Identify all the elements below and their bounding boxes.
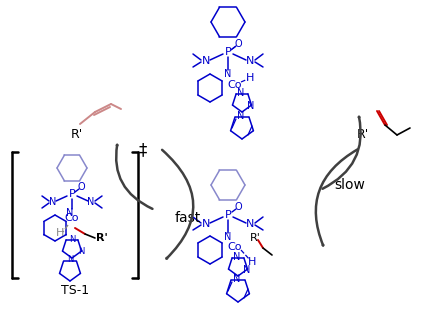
Text: TS-1: TS-1 [61, 283, 89, 297]
Text: P: P [225, 210, 231, 220]
Text: N: N [202, 219, 210, 229]
Text: N: N [237, 111, 245, 121]
Text: N: N [233, 252, 241, 262]
Text: R': R' [249, 233, 260, 243]
FancyArrowPatch shape [116, 145, 152, 209]
Text: N: N [233, 274, 241, 284]
Text: R': R' [357, 128, 369, 142]
Text: N: N [224, 232, 232, 242]
Text: fast: fast [175, 211, 201, 225]
Text: N: N [202, 56, 210, 66]
Text: N: N [224, 69, 232, 79]
Text: N: N [246, 56, 254, 66]
Text: slow: slow [334, 178, 365, 192]
Text: H: H [56, 228, 64, 238]
Text: Co: Co [228, 242, 242, 252]
Text: N: N [49, 197, 57, 207]
Text: Co: Co [65, 213, 79, 223]
FancyArrowPatch shape [323, 117, 361, 189]
FancyArrowPatch shape [162, 150, 193, 258]
Text: Co: Co [228, 80, 242, 90]
Text: P: P [69, 189, 75, 199]
Text: N: N [66, 208, 74, 218]
Text: R': R' [71, 127, 83, 141]
Text: H: H [248, 257, 256, 267]
Text: O: O [234, 39, 242, 49]
Text: ‡: ‡ [139, 141, 147, 159]
Text: N: N [67, 256, 73, 265]
Text: R': R' [96, 233, 108, 243]
Text: N: N [87, 197, 95, 207]
Text: N: N [69, 235, 75, 244]
Text: N: N [78, 247, 84, 256]
FancyArrowPatch shape [316, 149, 358, 246]
Text: N: N [237, 88, 245, 98]
Text: O: O [234, 202, 242, 212]
Text: N: N [246, 219, 254, 229]
Text: N: N [247, 101, 255, 111]
Text: H: H [246, 73, 254, 83]
Text: N: N [243, 265, 251, 275]
Text: O: O [77, 182, 85, 192]
Text: P: P [225, 47, 231, 57]
